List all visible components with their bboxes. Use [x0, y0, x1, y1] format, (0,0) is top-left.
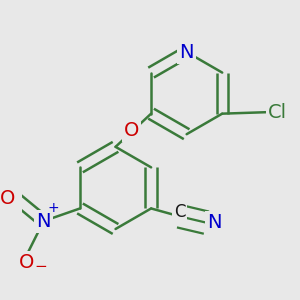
Text: +: +: [47, 201, 59, 215]
Text: Cl: Cl: [268, 103, 287, 122]
Text: N: N: [207, 213, 222, 232]
Text: O: O: [124, 121, 140, 140]
Text: −: −: [34, 260, 47, 274]
Text: N: N: [179, 43, 194, 61]
Text: O: O: [19, 253, 34, 272]
Text: N: N: [36, 212, 51, 231]
Text: O: O: [0, 190, 15, 208]
Text: C: C: [174, 202, 185, 220]
